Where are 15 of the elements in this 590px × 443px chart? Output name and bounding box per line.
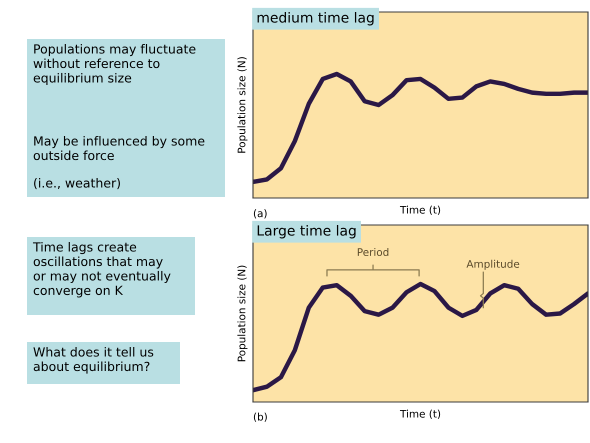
- text: (i.e., weather): [34, 178, 120, 190]
- chart-title: Large time lag: [258, 225, 356, 238]
- text: (a): [254, 209, 267, 218]
- text: May be influenced by some outside force: [34, 136, 204, 160]
- text: Populations may fluctuate without reference to equilibrium size: [34, 44, 196, 86]
- x-axis-title: Time (t): [400, 206, 440, 215]
- y-axis-title: Population size (N): [237, 57, 248, 153]
- text: (b): [254, 412, 267, 422]
- text: What does it tell us about equilibrium?: [33, 347, 154, 374]
- text: Period: [358, 248, 388, 256]
- text: Amplitude: [466, 260, 520, 270]
- y-axis-title: Population size (N): [237, 266, 248, 362]
- x-axis-title: Time (t): [400, 410, 440, 419]
- chart-title: medium time lag: [258, 12, 374, 26]
- text: Time lags create oscillations that may or may not eventually converge on K: [32, 242, 171, 298]
